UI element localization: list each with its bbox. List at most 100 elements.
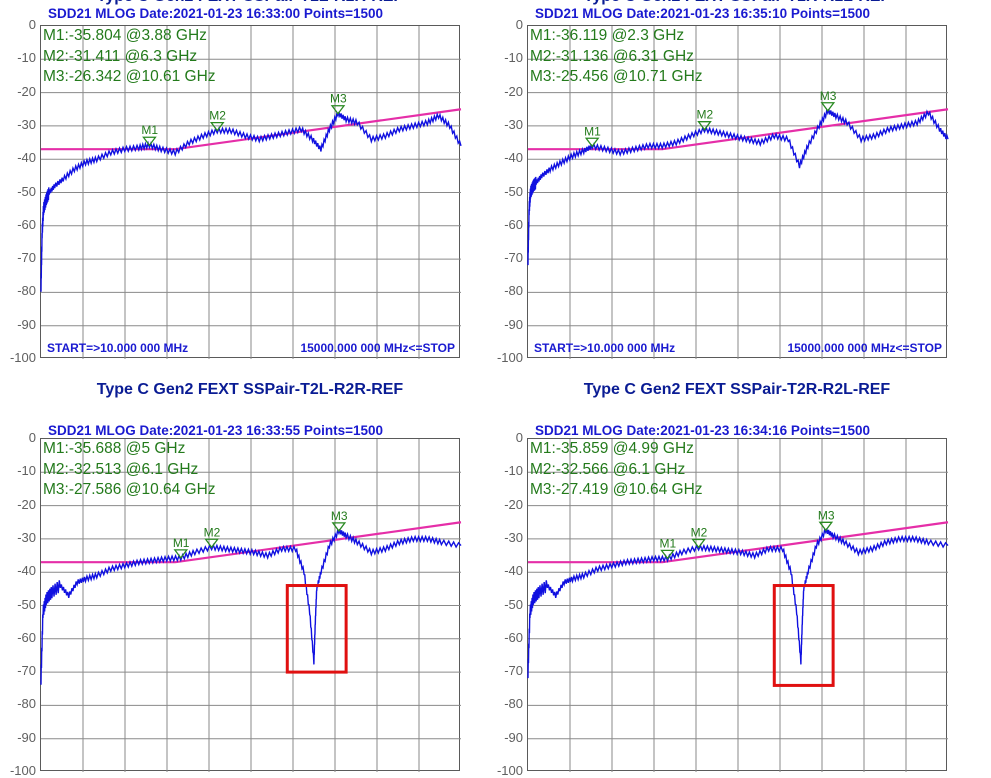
y-tick-label: -90 [17,729,36,745]
plot-area: M1 M2 M3 M1:-35.804 @3.88 GHz M2:-31.411 @6.… [40,25,462,359]
chart-subtitle: SDD21 MLOG Date:2021-01-23 16:34:16 Poin… [535,423,871,438]
marker-readout-m3: M3:-27.586 @10.64 GHz [43,481,216,498]
marker-readout: M1:-35.688 @5 GHz M2:-32.513 @6.1 GHz M3:-… [43,439,216,501]
marker-m1-triangle [660,549,675,560]
start-label: START=>10.000 000 MHz [47,341,189,355]
plot-svg: M1 M2 M3 [40,26,462,359]
marker-readout: M1:-36.119 @2.3 GHz M2:-31.136 @6.31 GHz M… [530,26,703,88]
marker-readout-m2: M2:-32.513 @6.1 GHz [43,460,199,478]
y-tick-label: -70 [17,663,36,679]
y-tick-label: -80 [504,283,523,299]
marker-readout-m3: M3:-26.342 @10.61 GHz [43,68,216,85]
y-tick-label: -50 [504,596,523,612]
marker-readout-m2: M2:-32.566 @6.1 GHz [530,460,686,478]
y-tick-label: -30 [17,116,36,132]
y-tick-label: -100 [496,763,523,778]
marker-m1-triangle [584,137,600,148]
limit-line [41,521,462,564]
y-tick-label: -30 [504,116,523,132]
sdd21-trace [40,110,462,292]
marker-m2-triangle [209,121,225,132]
chart-panel-4: Type C Gen2 FEXT SSPair-T2R-R2L-REF SDD21… [487,381,982,778]
marker-m2-label: M2 [697,108,714,122]
marker-readout-m3: M3:-25.456 @10.71 GHz [530,68,703,85]
y-tick-label: 0 [515,430,523,445]
marker-m2-triangle [204,538,219,549]
highlight-box [285,584,348,674]
chart-title: Type C Gen2 FEXT SSPair-T2R-R2L-REF [583,381,891,398]
marker-m2-label: M2 [691,525,708,539]
y-tick-label: -40 [17,150,36,166]
marker-m2-triangle [697,121,712,131]
marker-readout-m1: M1:-36.119 @2.3 GHz [530,27,685,44]
plot-svg: M1 M2 M3 [527,439,949,772]
marker-m1-label: M1 [584,124,601,138]
y-tick-label: 0 [515,17,523,32]
y-tick-label: -40 [17,563,36,579]
chart-subtitle: SDD21 MLOG Date:2021-01-23 16:33:55 Poin… [48,423,384,438]
marker-m1-label: M1 [141,123,158,137]
marker-m1-triangle [142,136,157,147]
plot-svg: M1 M2 M3 [527,26,949,359]
marker-m3-triangle [331,522,347,532]
chart-title: Type C Gen2 FEXT SSPair-T2L-R2R-REF [96,381,404,398]
sdd21-trace [40,527,462,685]
marker-m2-triangle [691,538,706,549]
marker-m3-label: M3 [820,89,837,103]
chart-title: Type C Gen2 FEXT SSPair-T1R-R1L-REF [527,0,947,6]
chart-subtitle: SDD21 MLOG Date:2021-01-23 16:33:00 Poin… [48,6,384,21]
plot-area: M1 M2 M3 M1:-35.688 @5 GHz M2:-32.513 @6.1 G… [40,438,462,772]
y-tick-label: -30 [17,529,36,545]
marker-readout-m1: M1:-35.688 @5 GHz [43,440,186,457]
y-tick-label: -20 [17,83,36,99]
y-tick-label: -10 [504,463,523,479]
y-tick-label: -50 [17,183,36,199]
y-tick-label: -80 [17,283,36,299]
limit-line [41,108,462,151]
limit-line [528,521,949,564]
marker-readout-m1: M1:-35.804 @3.88 GHz [43,27,207,44]
y-tick-label: -60 [504,216,523,232]
y-tick-label: -80 [17,696,36,712]
marker-m3-label: M3 [818,508,835,522]
y-tick-label: -50 [504,183,523,199]
marker-m3-triangle [818,521,834,532]
marker-readout: M1:-35.804 @3.88 GHz M2:-31.411 @6.3 GHz M… [43,26,216,88]
y-tick-label: -70 [17,250,36,266]
plot-area: M1 M2 M3 M1:-35.859 @4.99 GHz M2:-32.566 @6.… [527,438,949,772]
marker-m1-triangle [173,549,189,559]
y-tick-label: -70 [504,663,523,679]
y-tick-label: -10 [504,50,523,66]
marker-m1-label: M1 [173,536,190,550]
y-tick-label: -70 [504,250,523,266]
y-tick-label: -10 [17,50,36,66]
highlight-box [772,584,835,687]
y-tick-label: -60 [17,216,36,232]
y-tick-label: -50 [17,596,36,612]
chart-panel-2: Type C Gen2 FEXT SSPair-T1R-R1L-REFSDD21… [487,0,982,381]
y-tick-label: -80 [504,696,523,712]
y-tick-label: -20 [504,83,523,99]
marker-m3-label: M3 [331,509,348,523]
chart-panel-3: Type C Gen2 FEXT SSPair-T2L-R2R-REF SDD21… [0,381,495,778]
chart-subtitle: SDD21 MLOG Date:2021-01-23 16:35:10 Poin… [535,6,871,21]
y-tick-label: -10 [17,463,36,479]
y-tick-label: 0 [28,17,36,32]
marker-m1-label: M1 [660,536,677,550]
marker-readout-m1: M1:-35.859 @4.99 GHz [530,440,694,457]
marker-readout: M1:-35.859 @4.99 GHz M2:-32.566 @6.1 GHz M… [530,439,703,501]
marker-readout-m2: M2:-31.136 @6.31 GHz [530,47,694,65]
stop-label: 15000.000 000 MHz<=STOP [300,341,455,355]
y-tick-label: -20 [504,496,523,512]
y-tick-label: -90 [17,316,36,332]
marker-m3-triangle [330,105,346,115]
stop-label: 15000.000 000 MHz<=STOP [787,341,942,355]
y-tick-label: -40 [504,563,523,579]
marker-m2-label: M2 [204,525,221,539]
y-tick-label: -100 [496,350,523,365]
start-label: START=>10.000 000 MHz [534,341,676,355]
chart-panel-1: Type C Gen2 FEXT SSPair-T1L-R1R-REFSDD21… [0,0,495,381]
sdd21-trace [527,107,949,266]
y-tick-label: 0 [28,430,36,445]
marker-m3-label: M3 [330,92,347,106]
